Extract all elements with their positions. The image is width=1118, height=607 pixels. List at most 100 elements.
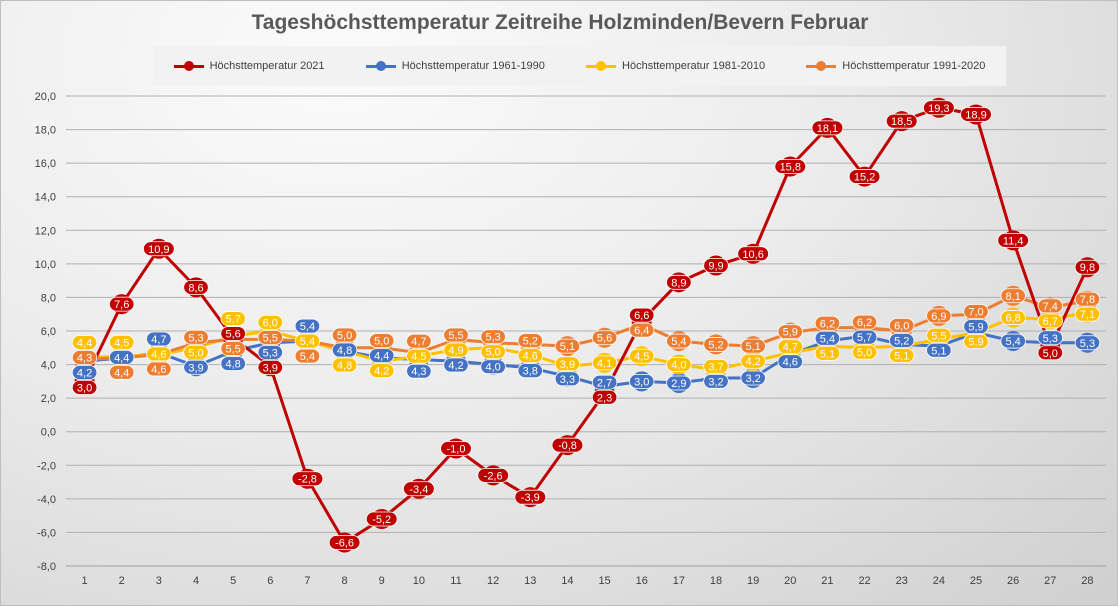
data-label: 4,5 <box>411 351 426 363</box>
data-label: 5,0 <box>374 336 389 348</box>
data-label-background <box>960 107 992 122</box>
data-label: 5,1 <box>560 341 575 353</box>
y-tick-label: 4,0 <box>41 360 56 372</box>
x-tick-label: 25 <box>970 575 982 587</box>
data-label-background <box>1074 259 1101 275</box>
data-label-background <box>551 437 584 453</box>
data-label-background <box>740 353 766 369</box>
data-label: 10,6 <box>742 249 763 261</box>
data-label: 4,6 <box>783 357 798 369</box>
data-label: 5,4 <box>671 336 686 348</box>
x-tick-label: 16 <box>636 575 648 587</box>
data-label-background <box>666 375 692 391</box>
x-tick-label: 18 <box>710 575 722 587</box>
data-label-background <box>851 314 878 330</box>
data-label: 4,4 <box>114 367 129 379</box>
data-label-background <box>703 258 729 273</box>
data-label-background <box>257 329 283 345</box>
data-label: 5,3 <box>485 332 500 344</box>
data-label: 15,8 <box>780 162 801 174</box>
data-label: 3,9 <box>188 362 203 374</box>
data-label: 9,9 <box>708 261 723 273</box>
data-label: -1,0 <box>447 444 466 456</box>
y-tick-label: 16,0 <box>35 158 56 170</box>
data-label-background <box>926 308 952 324</box>
data-label-background <box>629 307 655 323</box>
data-label: 5,6 <box>597 333 612 345</box>
data-label-background <box>777 324 803 340</box>
data-label-background <box>997 232 1029 248</box>
data-label: 5,9 <box>968 322 983 334</box>
data-label: 7,0 <box>968 307 983 319</box>
x-tick-label: 22 <box>858 575 870 587</box>
data-label: 5,7 <box>857 332 872 344</box>
legend-marker <box>365 61 396 71</box>
data-label-background <box>777 339 803 355</box>
data-label-background <box>403 481 435 497</box>
chart-title: Tageshöchsttemperatur Zeitreihe Holzmind… <box>251 11 869 34</box>
data-label-background <box>440 441 472 456</box>
data-label: 4,2 <box>77 367 92 379</box>
legend-item-2021: Höchsttemperatur 2021 <box>173 60 325 72</box>
data-label: 5,4 <box>300 336 315 348</box>
data-label-background <box>629 373 655 389</box>
data-label: 4,7 <box>151 334 166 346</box>
data-label: 5,3 <box>263 347 278 359</box>
series-line <box>84 331 1088 388</box>
data-label: 6,4 <box>634 325 649 337</box>
data-label-background <box>1037 330 1063 346</box>
data-label: 4,4 <box>374 351 389 363</box>
data-label: 5,2 <box>894 336 909 348</box>
data-label-background <box>737 246 769 262</box>
x-tick-label: 14 <box>561 575 573 587</box>
data-label-background <box>109 296 135 312</box>
data-label: 6,7 <box>1043 316 1058 328</box>
x-tick-label: 5 <box>230 575 236 587</box>
data-label-background <box>291 471 324 487</box>
data-label: 5,4 <box>1005 336 1020 348</box>
data-label: 6,2 <box>857 317 872 329</box>
legend-item-1961-1990: Höchsttemperatur 1961-1990 <box>365 60 545 72</box>
data-label-background <box>963 334 989 349</box>
data-label-background <box>666 274 692 290</box>
data-label: 19,3 <box>928 103 949 115</box>
data-label-background <box>71 350 98 365</box>
data-label-background <box>963 319 989 334</box>
data-label-background <box>183 344 209 360</box>
data-label: 2,7 <box>597 377 612 389</box>
data-label-background <box>143 241 175 257</box>
y-tick-label: 0,0 <box>41 427 56 439</box>
data-label-background <box>889 348 915 363</box>
data-label: 5,2 <box>708 339 723 351</box>
data-label-background <box>1074 306 1101 322</box>
data-label: 5,3 <box>188 332 203 344</box>
y-tick-label: -6,0 <box>37 527 56 539</box>
data-label: 18,1 <box>817 123 838 135</box>
data-label: 6,6 <box>634 310 649 322</box>
data-label: -6,6 <box>335 538 354 550</box>
legend-marker <box>806 61 837 71</box>
data-label: 4,0 <box>485 362 500 374</box>
data-label: 4,4 <box>77 337 92 349</box>
data-label: 5,5 <box>448 330 463 342</box>
data-label-background <box>477 467 509 483</box>
data-label-background <box>480 329 506 345</box>
data-label: 2,3 <box>597 392 612 404</box>
data-label-background <box>666 333 692 349</box>
data-label: -2,6 <box>484 470 503 482</box>
data-label-background <box>703 373 729 389</box>
data-label-background <box>591 330 618 346</box>
legend-item-1981-2010: Höchsttemperatur 1981-2010 <box>586 60 765 72</box>
data-label-background <box>1037 313 1063 329</box>
legend-label: Höchsttemperatur 1961-1990 <box>401 60 545 72</box>
series-line <box>84 311 1088 372</box>
data-label-background <box>851 329 878 345</box>
data-label-background <box>703 337 729 352</box>
data-label: -3,4 <box>409 484 428 496</box>
x-tick-label: 8 <box>342 575 348 587</box>
data-label: 7,8 <box>1080 294 1095 306</box>
y-tick-label: -8,0 <box>37 561 56 573</box>
y-tick-label: -4,0 <box>37 494 56 506</box>
data-label-background <box>517 348 543 364</box>
